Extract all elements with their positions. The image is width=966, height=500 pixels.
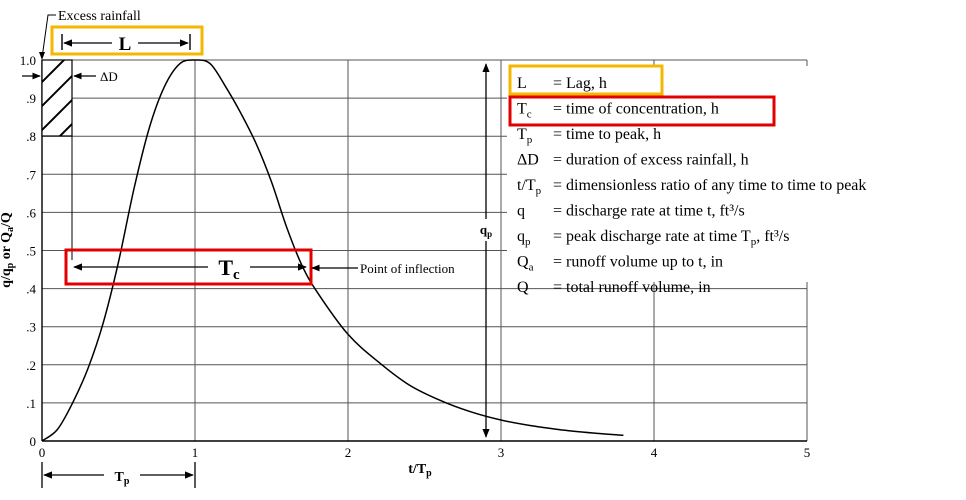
point-of-inflection-annotation: Point of inflection bbox=[311, 261, 455, 276]
y-tick-label: .1 bbox=[26, 396, 36, 411]
legend-definition: = time to peak, h bbox=[553, 126, 661, 143]
legend-background bbox=[507, 66, 966, 282]
qp-annotation: qp bbox=[474, 63, 498, 438]
x-tick-label: 5 bbox=[804, 445, 811, 460]
legend-definition: = duration of excess rainfall, h bbox=[553, 152, 749, 169]
legend-symbol: t/Tp bbox=[517, 177, 542, 197]
y-tick-label: .5 bbox=[26, 244, 36, 259]
y-tick-label: .9 bbox=[26, 91, 36, 106]
legend-definition: = total runoff volume, in bbox=[553, 279, 711, 296]
svg-text:ΔD: ΔD bbox=[100, 69, 118, 84]
y-tick-label: .7 bbox=[26, 167, 36, 182]
lag-highlight-box bbox=[50, 25, 204, 56]
excess-rainfall-annotation: Excess rainfall bbox=[39, 9, 141, 60]
x-tick-label: 2 bbox=[345, 445, 352, 460]
hydrograph-curve bbox=[41, 59, 624, 442]
legend-item: qp = peak discharge rate at time Tp, ft³/… bbox=[517, 228, 789, 248]
tc-annotation: Tc bbox=[71, 136, 307, 283]
lag-annotation: L bbox=[61, 34, 191, 55]
y-tick-label: 1.0 bbox=[20, 53, 36, 68]
definitions-legend: L = Lag, hTc = time of concentration, hTp =… bbox=[517, 75, 866, 296]
legend-definition: = discharge rate at time t, ft³/s bbox=[553, 203, 745, 220]
legend-lag-highlight bbox=[508, 64, 664, 96]
y-tick-labels: 0 .1 .2 .3 .4 .5 .6 .7 .8 .9 1.0 bbox=[20, 53, 37, 449]
legend-definition: = time of concentration, h bbox=[553, 101, 719, 118]
svg-text:Point of inflection: Point of inflection bbox=[360, 261, 455, 276]
svg-text:L: L bbox=[119, 34, 132, 55]
x-tick-label: 1 bbox=[192, 445, 199, 460]
legend-definition: = peak discharge rate at time Tp, ft³/s bbox=[553, 228, 789, 248]
legend-tc-highlight bbox=[508, 95, 776, 127]
svg-text:Tc: Tc bbox=[218, 255, 240, 283]
legend-item: t/Tp = dimensionless ratio of any time to… bbox=[517, 177, 866, 197]
y-tick-label: .4 bbox=[26, 282, 36, 297]
y-tick-label: 0 bbox=[30, 434, 37, 449]
x-axis-label: t/Tp bbox=[408, 462, 432, 479]
tc-highlight-box bbox=[64, 248, 313, 286]
legend-definition: = dimensionless ratio of any time to tim… bbox=[553, 177, 866, 194]
legend-item: Q = total runoff volume, in bbox=[517, 279, 711, 296]
legend-item: q = discharge rate at time t, ft³/s bbox=[517, 203, 745, 220]
svg-text:Tp: Tp bbox=[115, 470, 130, 487]
legend-item: Qa = runoff volume up to t, in bbox=[517, 254, 723, 274]
y-tick-label: .3 bbox=[26, 320, 36, 335]
delta-d-annotation: ΔD bbox=[22, 69, 118, 84]
x-tick-label: 4 bbox=[651, 445, 658, 460]
legend-item: ΔD = duration of excess rainfall, h bbox=[517, 152, 749, 169]
legend-definition: = runoff volume up to t, in bbox=[553, 254, 723, 271]
x-tick-label: 3 bbox=[498, 445, 505, 460]
y-axis-label: q/qp or Qa/Q bbox=[0, 212, 16, 288]
tp-annotation: Tp bbox=[41, 462, 196, 488]
svg-text:Excess rainfall: Excess rainfall bbox=[58, 9, 141, 24]
legend-definition: = Lag, h bbox=[553, 75, 607, 92]
excess-rainfall-block bbox=[41, 59, 73, 137]
legend-symbol: q bbox=[517, 203, 525, 220]
legend-symbol: Q bbox=[517, 279, 529, 296]
x-tick-labels: 0 1 2 3 4 5 bbox=[39, 445, 811, 460]
legend-item: L = Lag, h bbox=[517, 75, 607, 92]
y-tick-label: .8 bbox=[26, 129, 36, 144]
x-tick-label: 0 bbox=[39, 445, 46, 460]
y-tick-label: .2 bbox=[26, 358, 36, 373]
legend-symbol: ΔD bbox=[517, 152, 539, 169]
y-tick-label: .6 bbox=[26, 205, 36, 220]
legend-symbol: L bbox=[517, 75, 527, 92]
